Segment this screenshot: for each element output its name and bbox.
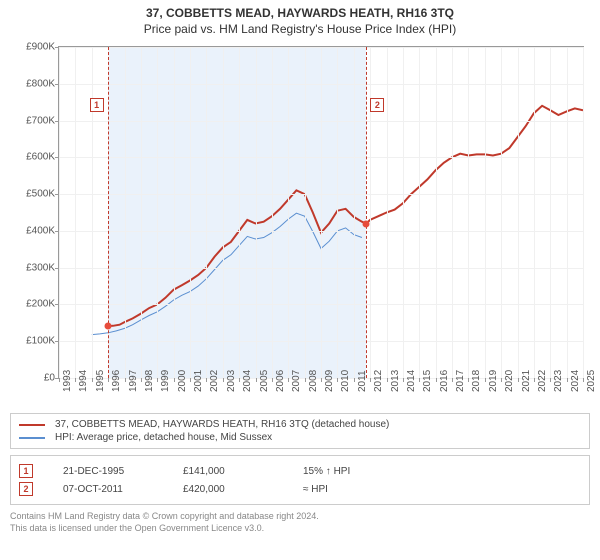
sale-dot xyxy=(104,323,111,330)
sale-delta: 15% ↑ HPI xyxy=(303,466,393,477)
sale-row: 1 21-DEC-1995 £141,000 15% ↑ HPI xyxy=(19,462,581,480)
sale-delta: ≈ HPI xyxy=(303,484,393,495)
y-axis-label: £500K xyxy=(26,189,55,200)
x-axis-label: 2003 xyxy=(226,370,237,392)
legend-swatch xyxy=(19,437,45,439)
series-line xyxy=(108,106,583,326)
sale-marker-badge: 2 xyxy=(370,98,384,112)
x-axis-label: 1998 xyxy=(144,370,155,392)
legend-label: HPI: Average price, detached house, Mid … xyxy=(55,432,272,443)
x-axis-label: 2021 xyxy=(521,370,532,392)
x-axis-label: 2008 xyxy=(308,370,319,392)
x-axis-label: 2020 xyxy=(504,370,515,392)
legend-row: 37, COBBETTS MEAD, HAYWARDS HEATH, RH16 … xyxy=(19,418,581,431)
x-axis-label: 2001 xyxy=(193,370,204,392)
sale-date: 07-OCT-2011 xyxy=(63,484,153,495)
x-axis-label: 2018 xyxy=(471,370,482,392)
chart-panel: 37, COBBETTS MEAD, HAYWARDS HEATH, RH16 … xyxy=(0,0,600,560)
x-axis-label: 2016 xyxy=(439,370,450,392)
x-axis-label: 2019 xyxy=(488,370,499,392)
sale-marker-icon: 1 xyxy=(19,464,33,478)
x-axis-label: 2000 xyxy=(177,370,188,392)
x-axis-label: 2024 xyxy=(570,370,581,392)
attribution-line1: Contains HM Land Registry data © Crown c… xyxy=(10,511,590,523)
x-axis-label: 2009 xyxy=(324,370,335,392)
x-axis-label: 1993 xyxy=(62,370,73,392)
x-axis-label: 2025 xyxy=(586,370,597,392)
sale-marker-line xyxy=(366,47,367,378)
x-axis-label: 2015 xyxy=(422,370,433,392)
sale-dot xyxy=(363,220,370,227)
chart-subtitle: Price paid vs. HM Land Registry's House … xyxy=(10,22,590,36)
legend: 37, COBBETTS MEAD, HAYWARDS HEATH, RH16 … xyxy=(10,413,590,449)
attribution-line2: This data is licensed under the Open Gov… xyxy=(10,523,590,535)
attribution: Contains HM Land Registry data © Crown c… xyxy=(10,511,590,534)
chart-title: 37, COBBETTS MEAD, HAYWARDS HEATH, RH16 … xyxy=(10,6,590,20)
chart-box: £0 £100K £200K £300K £400K £500K £600K £700K £80… xyxy=(10,42,590,407)
x-axis-label: 2002 xyxy=(209,370,220,392)
sale-date: 21-DEC-1995 xyxy=(63,466,153,477)
x-axis-label: 2017 xyxy=(455,370,466,392)
x-axis-label: 2006 xyxy=(275,370,286,392)
x-axis-label: 1994 xyxy=(78,370,89,392)
x-axis-label: 2013 xyxy=(390,370,401,392)
x-axis-label: 1997 xyxy=(128,370,139,392)
y-axis-label: £700K xyxy=(26,115,55,126)
sale-row: 2 07-OCT-2011 £420,000 ≈ HPI xyxy=(19,480,581,498)
x-axis-label: 2022 xyxy=(537,370,548,392)
y-axis-label: £300K xyxy=(26,262,55,273)
sale-price: £420,000 xyxy=(183,484,273,495)
legend-row: HPI: Average price, detached house, Mid … xyxy=(19,431,581,444)
x-axis-label: 2004 xyxy=(242,370,253,392)
x-axis-label: 2012 xyxy=(373,370,384,392)
y-axis-label: £400K xyxy=(26,225,55,236)
plot-area: £0£100K£200K£300K£400K£500K£600K£700K£80… xyxy=(58,46,584,379)
y-axis-label: £600K xyxy=(26,152,55,163)
x-axis-label: 2005 xyxy=(259,370,270,392)
sale-marker-badge: 1 xyxy=(90,98,104,112)
x-axis-label: 2023 xyxy=(553,370,564,392)
y-axis-label: £800K xyxy=(26,78,55,89)
x-axis-label: 1995 xyxy=(95,370,106,392)
y-axis-label: £0 xyxy=(44,373,55,384)
legend-label: 37, COBBETTS MEAD, HAYWARDS HEATH, RH16 … xyxy=(55,419,389,430)
sale-marker-icon: 2 xyxy=(19,482,33,496)
x-axis-label: 2014 xyxy=(406,370,417,392)
x-axis-label: 2007 xyxy=(291,370,302,392)
legend-swatch xyxy=(19,424,45,426)
x-axis-label: 1999 xyxy=(160,370,171,392)
x-axis-label: 2010 xyxy=(340,370,351,392)
y-axis-label: £200K xyxy=(26,299,55,310)
sales-table: 1 21-DEC-1995 £141,000 15% ↑ HPI 2 07-OCT-201… xyxy=(10,455,590,505)
x-axis-label: 1996 xyxy=(111,370,122,392)
sale-price: £141,000 xyxy=(183,466,273,477)
y-axis-label: £100K xyxy=(26,336,55,347)
y-axis-label: £900K xyxy=(26,42,55,53)
